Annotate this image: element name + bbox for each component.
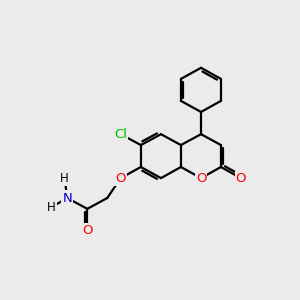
Text: O: O — [236, 172, 246, 184]
Text: O: O — [196, 172, 206, 184]
Text: O: O — [116, 172, 126, 184]
Text: N: N — [62, 191, 72, 205]
Text: H: H — [47, 200, 56, 214]
Text: O: O — [82, 224, 93, 237]
Text: Cl: Cl — [114, 128, 127, 141]
Text: H: H — [60, 172, 69, 185]
